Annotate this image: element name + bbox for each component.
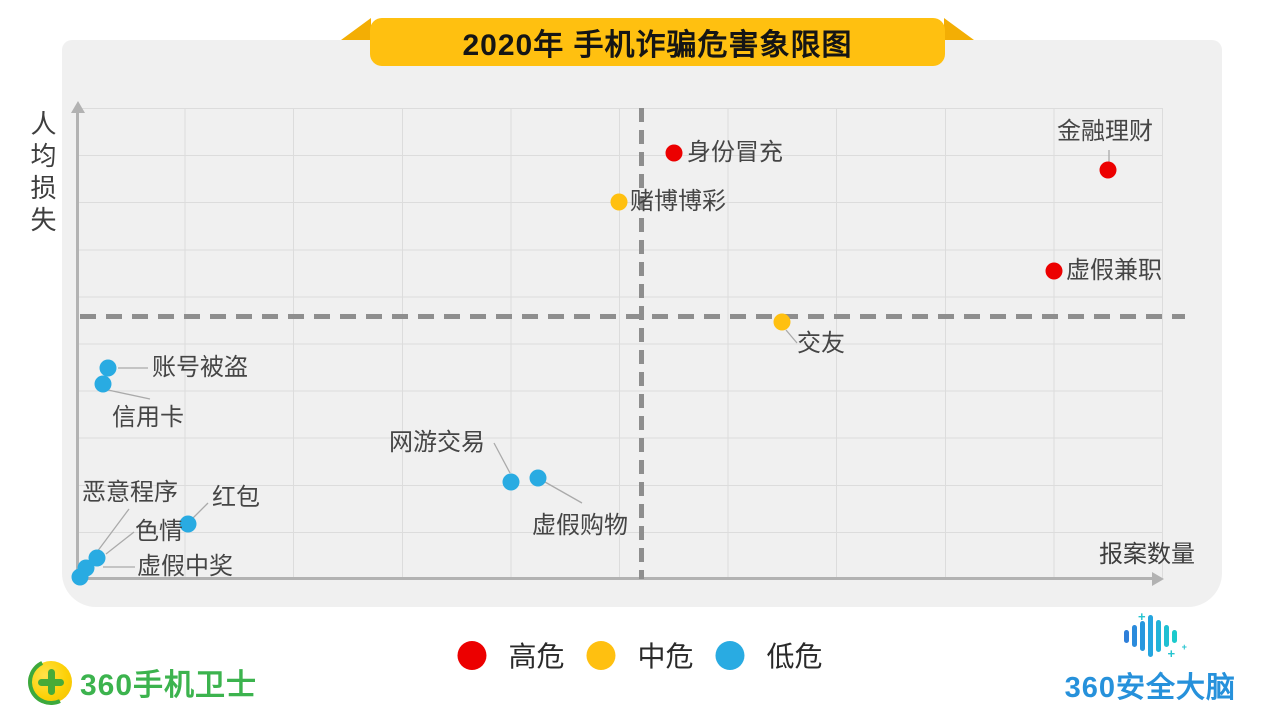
x-axis-arrow-icon	[1152, 571, 1164, 586]
legend-label-medium: 中危	[637, 641, 694, 672]
vertical-quadrant-divider	[639, 108, 644, 579]
sparkle-plus-icon: +	[1167, 646, 1175, 661]
data-point-label: 账号被盗	[152, 354, 248, 381]
connector-line	[107, 389, 151, 400]
connector-line	[785, 329, 798, 344]
y-axis-label: 人均损失	[27, 110, 57, 238]
data-point-label: 虚假购物	[532, 512, 628, 539]
data-point-dot-低危	[179, 515, 197, 533]
data-point-label: 虚假中奖	[137, 553, 233, 580]
data-point-dot-高危	[665, 144, 683, 162]
legend-item-high: 高危	[457, 635, 564, 675]
plot-grid	[77, 108, 1163, 579]
data-point-label: 色情	[135, 518, 183, 545]
horizontal-quadrant-divider	[80, 314, 1185, 319]
data-point-dot-低危	[502, 473, 520, 491]
data-point-label: 身份冒充	[687, 139, 783, 166]
360-shield-icon	[21, 652, 81, 712]
sparkle-plus-icon: +	[1137, 609, 1146, 624]
shield-swoosh-icon	[21, 652, 81, 712]
logo-360-security-brain-text: 360安全大脑	[1064, 672, 1236, 704]
x-axis-line	[77, 577, 1153, 580]
data-point-label: 金融理财	[1057, 118, 1153, 145]
sparkle-plus-icon: +	[1181, 642, 1187, 652]
data-point-label: 信用卡	[112, 404, 184, 431]
data-point-dot-高危	[1099, 161, 1117, 179]
legend-item-medium: 中危	[586, 635, 694, 675]
legend-label-low: 低危	[766, 641, 823, 672]
data-point-dot-高危	[1045, 262, 1063, 280]
data-point-label: 恶意程序	[82, 479, 178, 506]
connector-line	[191, 502, 209, 520]
low-risk-dot-icon	[715, 640, 745, 670]
data-point-dot-中危	[610, 193, 628, 211]
data-point-label: 红包	[212, 484, 260, 511]
data-point-label: 赌博博彩	[630, 188, 726, 215]
logo-360-security-brain: + + + 360安全大脑	[1064, 610, 1236, 706]
data-point-dot-低危	[71, 568, 89, 586]
page-title: 2020年 手机诈骗危害象限图	[462, 29, 853, 62]
connector-line	[493, 442, 511, 474]
risk-legend: 高危 中危 低危	[457, 635, 823, 675]
y-axis-line	[76, 112, 79, 579]
data-point-dot-低危	[94, 375, 112, 393]
legend-label-high: 高危	[508, 641, 565, 672]
data-point-dot-低危	[99, 359, 117, 377]
connector-line	[544, 481, 583, 504]
high-risk-dot-icon	[457, 640, 487, 670]
y-axis-arrow-icon	[70, 101, 85, 113]
data-point-label: 网游交易	[389, 429, 485, 456]
data-point-label: 交友	[797, 330, 845, 357]
data-point-dot-低危	[529, 469, 547, 487]
legend-item-low: 低危	[715, 635, 823, 675]
medium-risk-dot-icon	[586, 640, 616, 670]
x-axis-label: 报案数量	[1099, 541, 1195, 568]
title-banner: 2020年 手机诈骗危害象限图	[370, 18, 945, 66]
data-point-dot-中危	[773, 313, 791, 331]
logo-360-mobile-guard: 360手机卫士	[21, 652, 258, 712]
brain-waveform-icon: + + +	[1123, 610, 1187, 661]
connector-line	[105, 531, 135, 555]
logo-360-mobile-guard-text: 360手机卫士	[80, 669, 258, 702]
data-point-label: 虚假兼职	[1066, 257, 1162, 284]
